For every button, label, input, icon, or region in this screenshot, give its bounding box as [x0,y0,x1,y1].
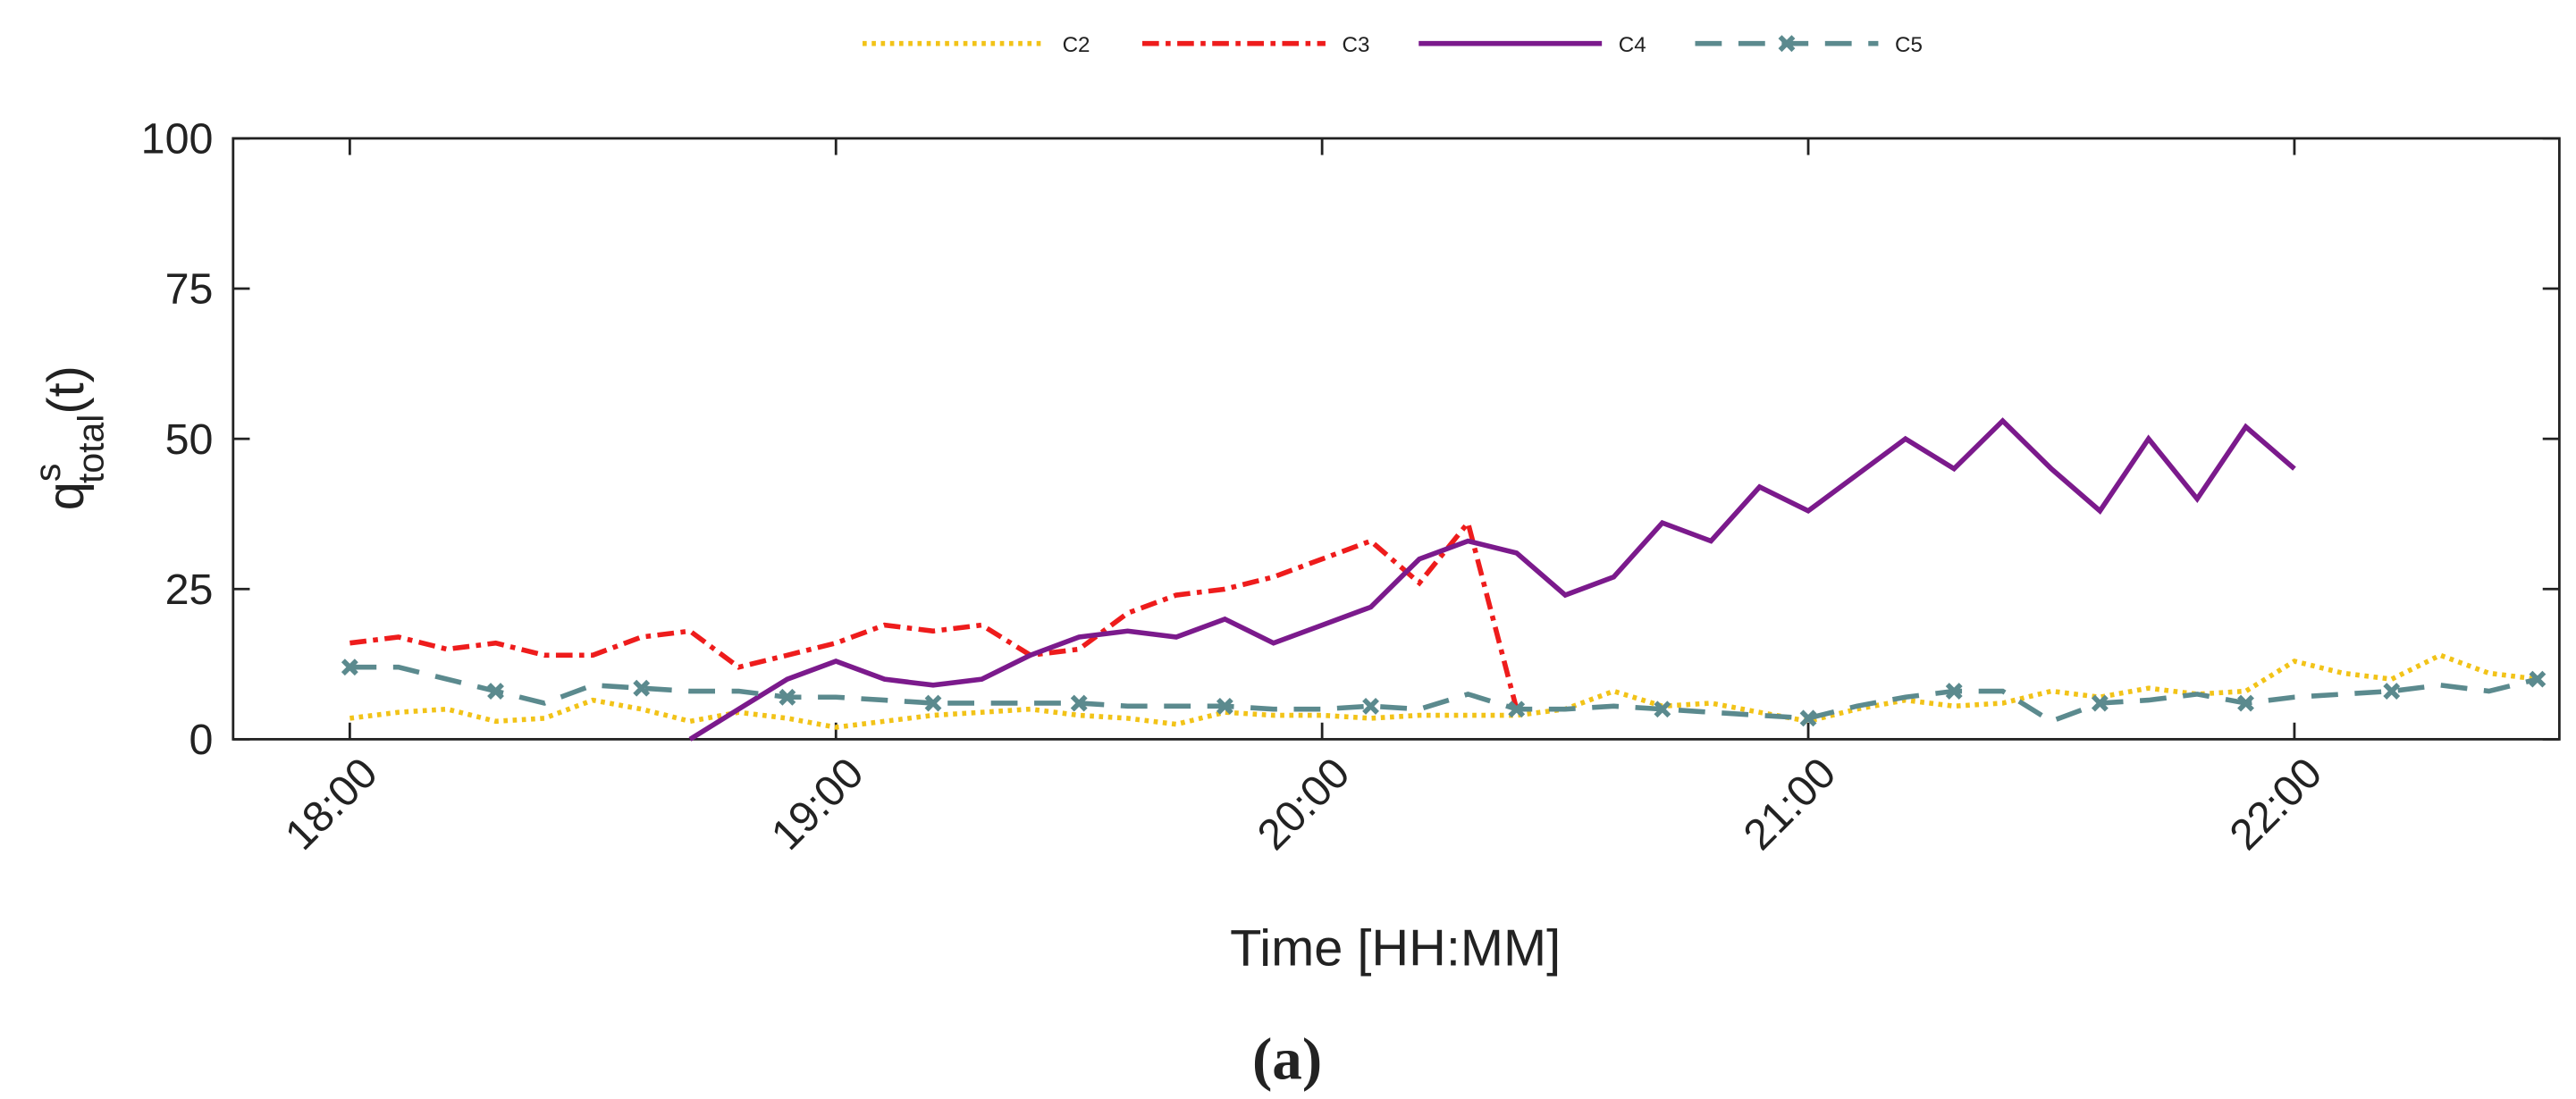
series-marker [1508,701,1526,718]
series-marker [1216,697,1233,715]
x-axis-label: Time [HH:MM] [1230,920,1561,977]
series-line [349,664,2538,725]
y-label-sup: s [27,464,68,482]
legend-label: C4 [1619,33,1646,57]
y-axis-label: qs total(t) [27,365,111,510]
series-marker [2091,694,2109,712]
legend-label: C3 [1343,33,1370,57]
series-marker [1070,694,1088,712]
x-tick-label: 19:00 [762,749,873,860]
legend-label: C5 [1895,33,1923,57]
y-tick-label: 100 [141,115,214,164]
series-marker [924,694,942,712]
series-marker [1945,683,1963,701]
series-marker [633,679,651,697]
y-label-base: q [38,482,95,510]
y-tick-label: 75 [165,265,214,314]
legend-marker [1778,35,1796,53]
y-tick-label: 50 [165,415,214,464]
x-tick-label: 18:00 [276,749,387,860]
series-marker [487,683,504,701]
series-marker [341,659,358,676]
y-label-suffix: (t) [38,365,95,415]
series-marker [779,688,796,706]
series-line [349,652,2538,730]
series-marker [1799,709,1817,727]
x-tick-label: 21:00 [1734,749,1845,860]
x-tick-label: 22:00 [2220,749,2331,860]
y-label-sub: total [71,415,112,483]
plot-frame [232,137,2561,741]
series-marker [2237,694,2254,712]
series-marker [1362,697,1379,715]
series-marker [2529,670,2547,688]
legend-label: C2 [1063,33,1090,57]
x-tick-label: 20:00 [1249,749,1360,860]
y-tick-label: 25 [165,566,214,614]
series-line [688,417,2296,742]
series-marker [2383,683,2401,701]
series-line [349,517,1520,710]
series-marker [1654,701,1671,718]
caption: (a) [1252,1025,1322,1092]
y-tick-label: 0 [189,716,214,764]
